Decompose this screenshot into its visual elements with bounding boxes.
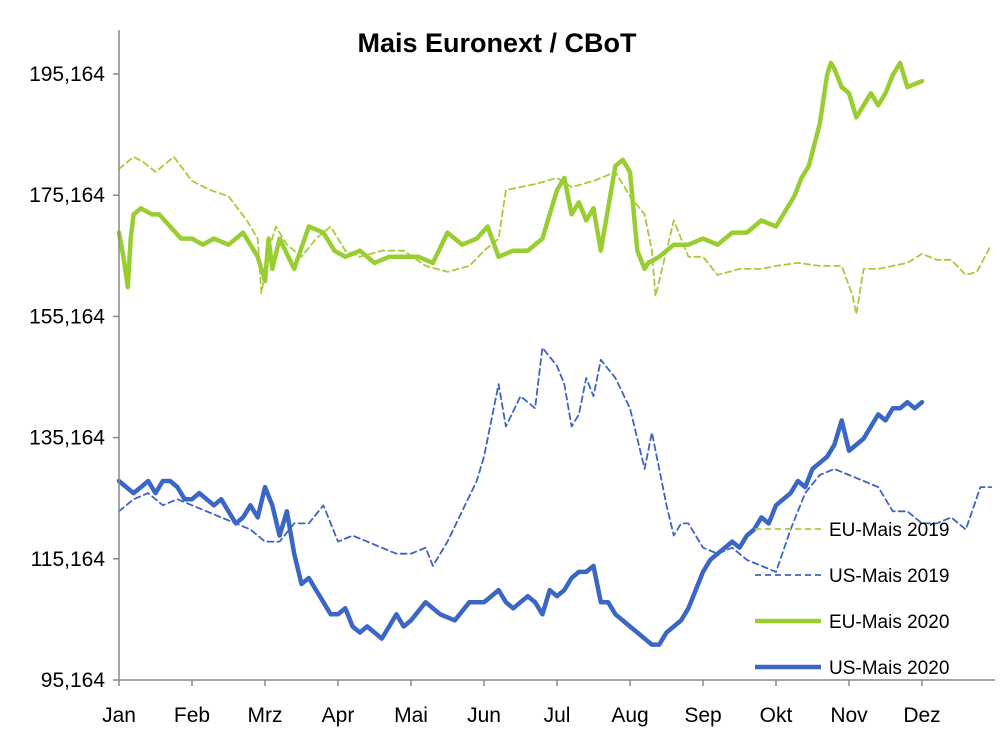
legend-label-2: US-Mais 2019 <box>829 566 949 587</box>
y-tick-label: 195,164 <box>29 63 105 86</box>
x-tick-label: Aug <box>611 704 648 727</box>
y-tick-label: 115,164 <box>31 548 106 571</box>
axes-layer: 95,164 115,164 135,164 155,164 175,164 195,16… <box>29 63 941 727</box>
x-tick-label: Nov <box>830 704 868 727</box>
series-line-3 <box>116 60 925 290</box>
x-tick-label: Jun <box>467 704 501 727</box>
x-tick-label: Okt <box>760 704 793 727</box>
x-tick-label: Dez <box>903 704 940 727</box>
series-line-2 <box>118 346 993 573</box>
x-tick-label: Mai <box>394 704 428 727</box>
chart-title: Mais Euronext / CBoT <box>357 28 637 58</box>
series-line-4 <box>116 399 925 647</box>
legend-label-4: US-Mais 2020 <box>829 658 949 679</box>
y-tick-label: 175,164 <box>29 184 105 207</box>
y-tick-label: 155,164 <box>29 305 105 328</box>
x-tick-label: Apr <box>322 704 355 727</box>
y-tick-label: 95,164 <box>41 669 106 692</box>
legend-label-1: EU-Mais 2019 <box>829 520 949 541</box>
series-layer <box>116 60 993 647</box>
x-tick-label: Jan <box>102 704 136 727</box>
series-line-1 <box>118 155 993 316</box>
legend-label-3: EU-Mais 2020 <box>829 612 949 633</box>
x-tick-label: Sep <box>684 704 721 727</box>
y-tick-label: 135,164 <box>29 427 105 450</box>
legend: EU-Mais 2019 US-Mais 2019 EU-Mais 2020 US-M… <box>755 520 949 679</box>
x-tick-label: Feb <box>174 704 210 727</box>
x-tick-label: Jul <box>544 704 571 727</box>
x-tick-label: Mrz <box>248 704 283 727</box>
